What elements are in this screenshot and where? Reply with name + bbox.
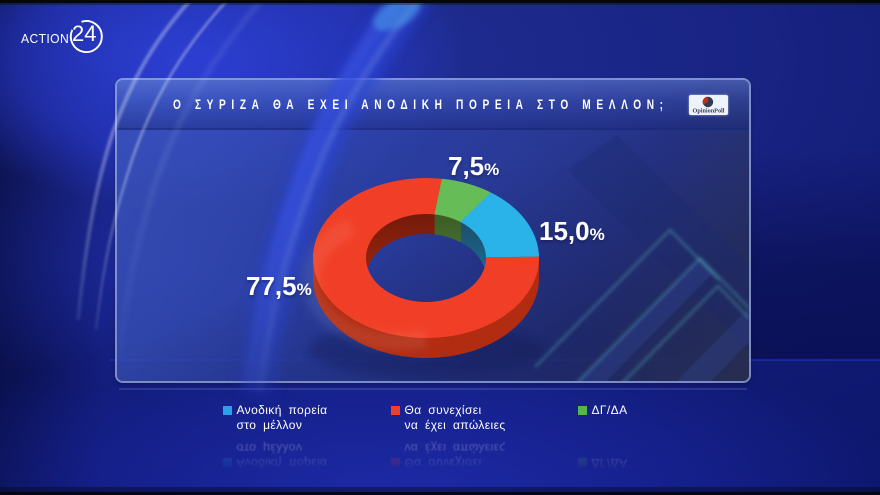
svg-text:OpinionPoll: OpinionPoll [693, 108, 725, 115]
